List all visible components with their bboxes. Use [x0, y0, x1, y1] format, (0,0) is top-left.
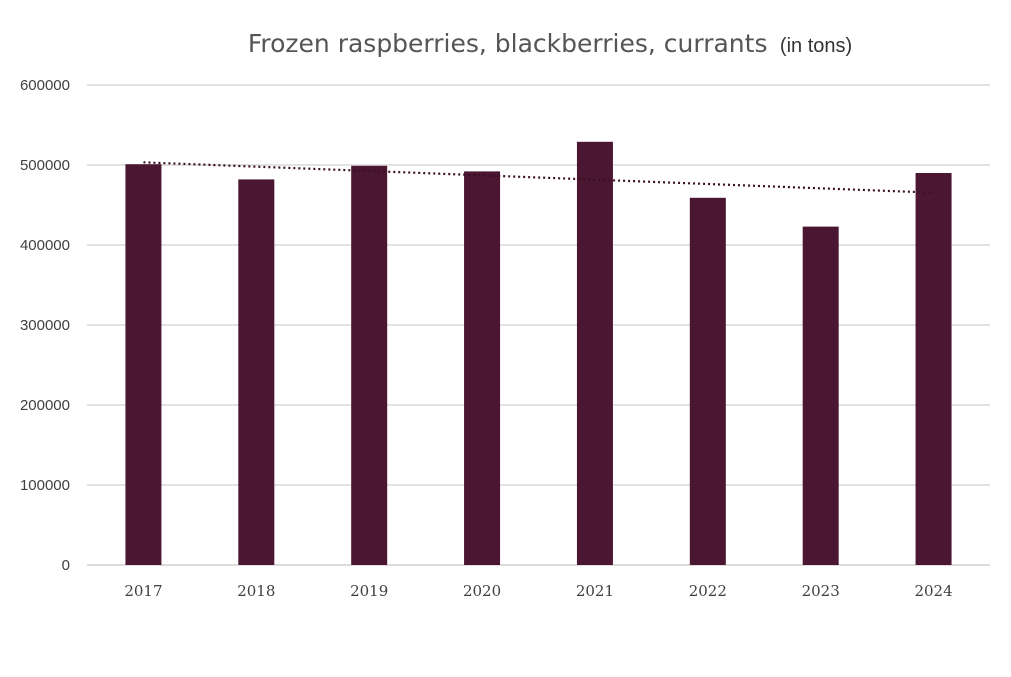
bar-2022: [689, 197, 726, 566]
chart-title: Frozen raspberries, blackberries, curran…: [248, 29, 852, 58]
y-axis-ticks: 0 100000 200000 300000 400000 500000 600000: [20, 77, 70, 574]
trendline-line: [143, 161, 934, 194]
bar-2024: [915, 173, 952, 565]
bar-2021: [576, 141, 613, 566]
x-tick-label: 2020: [463, 582, 501, 600]
y-tick-label: 300000: [20, 317, 70, 334]
y-tick-label: 500000: [20, 157, 70, 174]
chart-title-main: Frozen raspberries, blackberries, curran…: [248, 29, 768, 58]
y-tick-label: 600000: [20, 77, 70, 94]
y-tick-label: 400000: [20, 237, 70, 254]
bar-2019: [351, 165, 388, 566]
x-tick-label: 2023: [802, 582, 840, 600]
y-tick-label: 100000: [20, 477, 70, 494]
x-tick-label: 2018: [237, 582, 275, 600]
x-tick-label: 2017: [124, 582, 162, 600]
x-axis-ticks: 2017 2018 2019 2020 2021 2022 2023 2024: [124, 582, 952, 600]
x-tick-label: 2021: [576, 582, 614, 600]
gridlines: [87, 84, 990, 566]
x-tick-label: 2019: [350, 582, 388, 600]
x-tick-label: 2024: [914, 582, 952, 600]
trendline: [143, 161, 934, 194]
bar-2017: [125, 164, 162, 565]
bar-2020: [464, 171, 501, 565]
bars: [125, 141, 952, 566]
y-tick-label: 200000: [20, 397, 70, 414]
chart-title-unit: (in tons): [780, 35, 852, 57]
y-tick-label: 0: [62, 557, 70, 574]
bar-2023: [802, 226, 839, 565]
x-tick-label: 2022: [689, 582, 727, 600]
bar-2018: [238, 179, 275, 565]
